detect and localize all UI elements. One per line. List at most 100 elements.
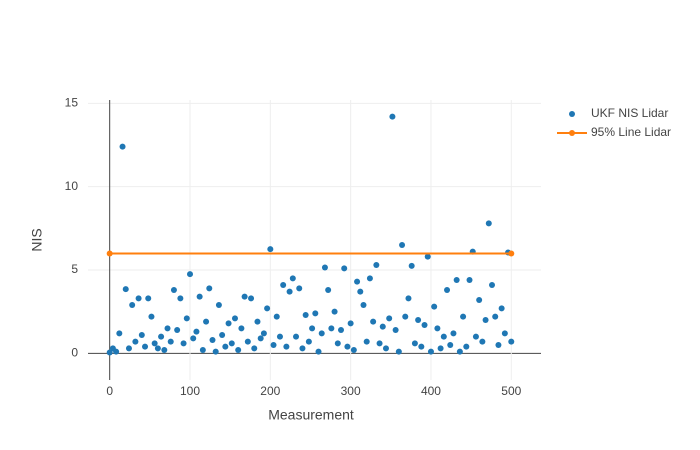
point bbox=[321, 264, 328, 271]
point bbox=[421, 322, 428, 328]
point bbox=[196, 293, 203, 300]
point bbox=[479, 338, 486, 345]
point bbox=[254, 318, 261, 325]
x-tick-label: 400 bbox=[421, 384, 441, 398]
point bbox=[360, 302, 367, 308]
point bbox=[167, 338, 174, 345]
point bbox=[267, 246, 274, 253]
y-tick-label: 10 bbox=[65, 179, 79, 193]
point bbox=[203, 318, 210, 325]
point bbox=[225, 320, 232, 327]
point bbox=[296, 285, 303, 292]
point bbox=[164, 325, 171, 332]
y-tick-label: 15 bbox=[65, 96, 79, 110]
point bbox=[180, 340, 187, 347]
y-tick-label: 0 bbox=[71, 346, 78, 360]
point bbox=[334, 340, 341, 347]
point bbox=[318, 330, 325, 337]
point bbox=[206, 285, 213, 292]
point bbox=[209, 337, 216, 343]
point bbox=[241, 293, 248, 300]
point bbox=[363, 338, 370, 345]
point bbox=[376, 340, 383, 347]
point bbox=[460, 313, 467, 320]
point bbox=[482, 317, 489, 323]
point bbox=[113, 348, 120, 355]
point bbox=[106, 349, 113, 356]
point bbox=[177, 295, 184, 302]
y-tick-label: 5 bbox=[71, 262, 78, 276]
point bbox=[132, 338, 139, 345]
point bbox=[248, 295, 255, 302]
point bbox=[399, 242, 406, 248]
point bbox=[190, 335, 197, 342]
point bbox=[276, 333, 283, 340]
point bbox=[395, 348, 402, 355]
point bbox=[312, 310, 319, 317]
point bbox=[341, 265, 348, 272]
point bbox=[408, 262, 415, 269]
point bbox=[260, 330, 267, 337]
legend-marker bbox=[569, 130, 575, 136]
point bbox=[148, 313, 155, 320]
point bbox=[151, 340, 158, 347]
point bbox=[431, 303, 438, 310]
point bbox=[338, 327, 345, 333]
point bbox=[382, 345, 389, 352]
point bbox=[456, 348, 463, 355]
point bbox=[434, 325, 441, 332]
point bbox=[328, 325, 335, 332]
point bbox=[370, 318, 377, 325]
point bbox=[366, 275, 373, 282]
point bbox=[485, 220, 492, 227]
legend-label: UKF NIS Lidar bbox=[591, 106, 668, 120]
x-tick-label: 500 bbox=[501, 384, 521, 398]
point bbox=[183, 315, 190, 322]
point bbox=[405, 295, 412, 302]
y-axis-title: NIS bbox=[29, 228, 45, 251]
x-tick-label: 300 bbox=[341, 384, 361, 398]
point bbox=[389, 113, 396, 120]
point bbox=[161, 347, 168, 353]
point bbox=[170, 287, 177, 293]
point bbox=[392, 327, 399, 333]
point bbox=[344, 343, 351, 350]
point bbox=[418, 343, 425, 350]
point bbox=[489, 282, 496, 288]
point bbox=[280, 282, 287, 288]
point bbox=[231, 315, 238, 322]
point bbox=[476, 297, 483, 303]
point bbox=[219, 332, 226, 338]
point bbox=[453, 277, 460, 283]
point bbox=[289, 275, 296, 282]
point bbox=[187, 271, 194, 278]
point bbox=[212, 348, 219, 355]
point bbox=[424, 253, 431, 260]
point bbox=[350, 347, 357, 353]
point bbox=[135, 295, 142, 302]
point bbox=[450, 330, 457, 337]
point bbox=[447, 342, 454, 348]
point bbox=[331, 308, 338, 315]
point bbox=[299, 345, 306, 352]
point bbox=[444, 287, 451, 293]
point bbox=[347, 320, 354, 327]
point bbox=[270, 342, 277, 348]
point bbox=[264, 305, 271, 312]
point bbox=[215, 302, 222, 308]
point bbox=[463, 343, 470, 350]
point bbox=[251, 345, 258, 352]
point bbox=[357, 288, 364, 295]
point bbox=[158, 333, 165, 340]
point bbox=[199, 347, 206, 353]
point bbox=[508, 338, 515, 345]
point bbox=[492, 313, 499, 320]
point bbox=[235, 347, 242, 353]
point bbox=[472, 333, 479, 340]
point bbox=[273, 313, 280, 320]
point bbox=[142, 343, 149, 350]
point bbox=[495, 342, 502, 348]
x-tick-label: 0 bbox=[106, 384, 113, 398]
point bbox=[315, 348, 322, 355]
point bbox=[238, 325, 245, 332]
